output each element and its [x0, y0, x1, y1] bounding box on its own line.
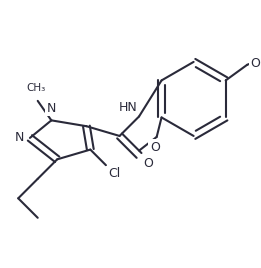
- Text: O: O: [143, 157, 153, 170]
- Text: HN: HN: [118, 100, 137, 114]
- Text: N: N: [47, 102, 56, 114]
- Text: O: O: [250, 57, 260, 70]
- Text: Cl: Cl: [108, 167, 120, 180]
- Text: CH₃: CH₃: [26, 83, 45, 93]
- Text: O: O: [150, 141, 160, 154]
- Text: N: N: [15, 131, 24, 144]
